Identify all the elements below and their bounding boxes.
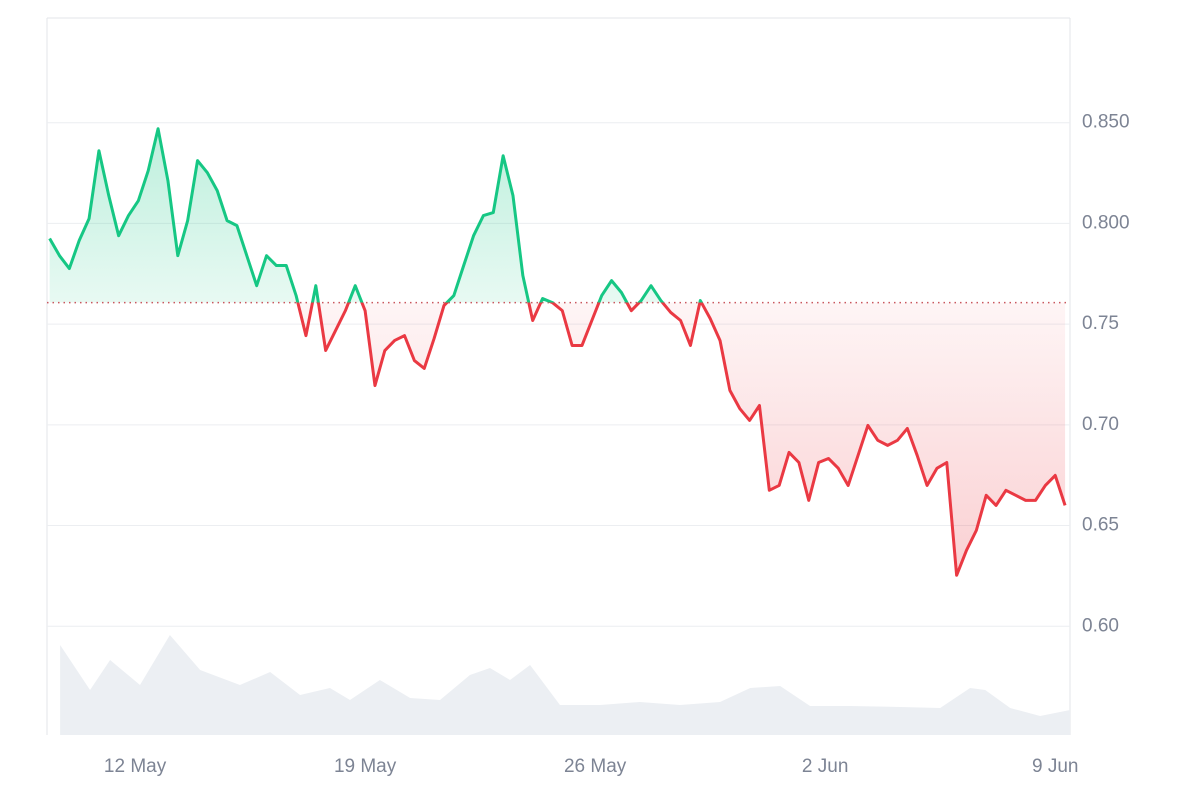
y-tick-label: 0.60 xyxy=(1082,615,1119,636)
x-tick-label: 26 May xyxy=(564,756,627,777)
price-area xyxy=(49,128,1066,576)
y-tick-label: 0.800 xyxy=(1082,212,1130,233)
x-tick-label: 2 Jun xyxy=(802,756,848,777)
x-tick-label: 9 Jun xyxy=(1032,756,1078,777)
price-line xyxy=(48,127,1067,577)
y-tick-label: 0.75 xyxy=(1082,313,1119,334)
x-tick-label: 19 May xyxy=(334,756,397,777)
y-tick-label: 0.850 xyxy=(1082,112,1130,133)
volume-area xyxy=(60,635,1070,735)
y-tick-label: 0.70 xyxy=(1082,414,1119,435)
y-tick-label: 0.65 xyxy=(1082,515,1119,536)
x-tick-label: 12 May xyxy=(104,756,167,777)
